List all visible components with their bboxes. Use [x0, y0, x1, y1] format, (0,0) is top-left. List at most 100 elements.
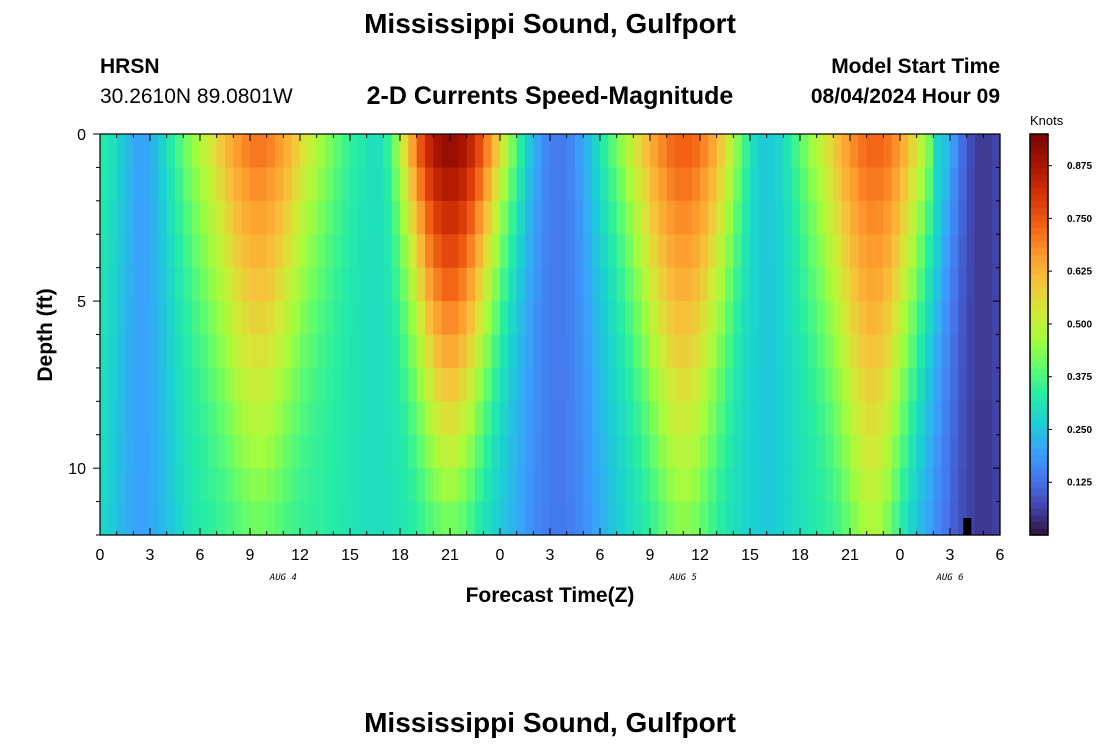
- heatmap-cell: [275, 267, 284, 302]
- heatmap-cell: [191, 367, 201, 402]
- heatmap-cell: [775, 234, 784, 269]
- colorbar-swatch: [1030, 528, 1048, 536]
- heatmap-cell: [225, 334, 234, 369]
- heatmap-cell: [566, 501, 576, 536]
- heatmap-cell: [283, 267, 293, 302]
- heatmap-cell: [191, 200, 201, 235]
- heatmap-cell: [625, 501, 634, 536]
- colorbar-swatch: [1030, 207, 1048, 215]
- heatmap-cell: [375, 367, 384, 402]
- heatmap-cell: [650, 200, 659, 235]
- heatmap-cell: [483, 434, 493, 469]
- heatmap-cell: [966, 167, 976, 202]
- heatmap-cell: [941, 301, 951, 336]
- heatmap-cell: [916, 367, 926, 402]
- heatmap-cell: [341, 267, 351, 302]
- heatmap-cell: [350, 301, 359, 336]
- heatmap-cell: [691, 434, 701, 469]
- heatmap-cell: [408, 401, 418, 436]
- heatmap-cell: [625, 167, 634, 202]
- heatmap-cell: [700, 167, 709, 202]
- heatmap-cell: [441, 468, 451, 503]
- heatmap-cell: [158, 167, 168, 202]
- heatmap-cell: [966, 468, 976, 503]
- heatmap-cell: [116, 134, 126, 169]
- colorbar-swatch: [1030, 521, 1048, 529]
- heatmap-cell: [725, 401, 734, 436]
- heatmap-cell: [508, 401, 518, 436]
- heatmap-cell: [491, 367, 501, 402]
- heatmap-cell: [358, 167, 368, 202]
- heatmap-cell: [733, 468, 743, 503]
- heatmap-cell: [650, 367, 659, 402]
- heatmap-cell: [950, 234, 959, 269]
- heatmap-cell: [350, 267, 359, 302]
- heatmap-cell: [358, 234, 368, 269]
- heatmap-cell: [841, 134, 851, 169]
- heatmap-cell: [475, 267, 484, 302]
- heatmap-cell: [116, 468, 126, 503]
- heatmap-cell: [491, 334, 501, 369]
- heatmap-cell: [191, 134, 201, 169]
- heatmap-cell: [108, 200, 118, 235]
- heatmap-cell: [266, 501, 276, 536]
- heatmap-cell: [666, 367, 676, 402]
- heatmap-cell: [825, 501, 834, 536]
- heatmap-cell: [891, 401, 901, 436]
- heatmap-cell: [125, 334, 134, 369]
- heatmap-cell: [891, 367, 901, 402]
- heatmap-cell: [175, 267, 184, 302]
- heatmap-cell: [975, 134, 984, 169]
- heatmap-cell: [158, 401, 168, 436]
- heatmap-cell: [216, 434, 226, 469]
- heatmap-cell: [366, 367, 376, 402]
- heatmap-cell: [533, 434, 543, 469]
- heatmap-cell: [908, 468, 918, 503]
- heatmap-cell: [616, 134, 626, 169]
- heatmap-cell: [958, 401, 968, 436]
- heatmap-cell: [975, 401, 984, 436]
- heatmap-cell: [475, 367, 484, 402]
- heatmap-cell: [558, 234, 568, 269]
- heatmap-cell: [625, 301, 634, 336]
- heatmap-cell: [258, 301, 268, 336]
- heatmap-cell: [850, 234, 859, 269]
- heatmap-cell: [700, 301, 709, 336]
- heatmap-cell: [183, 200, 193, 235]
- heatmap-cell: [908, 234, 918, 269]
- heatmap-cell: [883, 367, 893, 402]
- heatmap-cell: [925, 234, 934, 269]
- heatmap-cell: [250, 167, 259, 202]
- heatmap-cell: [400, 267, 409, 302]
- heatmap-cell: [883, 334, 893, 369]
- heatmap-cell: [858, 468, 868, 503]
- heatmap-cell: [575, 167, 584, 202]
- heatmap-cell: [983, 301, 993, 336]
- heatmap-cell: [925, 334, 934, 369]
- heatmap-cell: [358, 468, 368, 503]
- heatmap-cell: [650, 334, 659, 369]
- heatmap-cell: [100, 367, 109, 402]
- heatmap-cell: [191, 234, 201, 269]
- heatmap-cell: [933, 468, 943, 503]
- heatmap-cell: [200, 134, 209, 169]
- heatmap-cell: [350, 468, 359, 503]
- x-tick-label: 12: [691, 547, 709, 564]
- x-tick-label: 3: [546, 547, 555, 564]
- heatmap-cell: [416, 367, 426, 402]
- station-code: HRSN: [100, 55, 160, 78]
- heatmap-cell: [541, 401, 551, 436]
- colorbar-swatch: [1030, 240, 1048, 249]
- heatmap-cell: [158, 468, 168, 503]
- heatmap-cell: [725, 200, 734, 235]
- heatmap-cell: [233, 234, 243, 269]
- heatmap-cell: [683, 401, 693, 436]
- heatmap-cell: [283, 200, 293, 235]
- heatmap-cell: [258, 367, 268, 402]
- heatmap-cell: [441, 334, 451, 369]
- heatmap-cell: [775, 134, 784, 169]
- heatmap-cell: [733, 501, 743, 536]
- heatmap-cell: [400, 234, 409, 269]
- heatmap-cell: [266, 234, 276, 269]
- heatmap-cell: [108, 401, 118, 436]
